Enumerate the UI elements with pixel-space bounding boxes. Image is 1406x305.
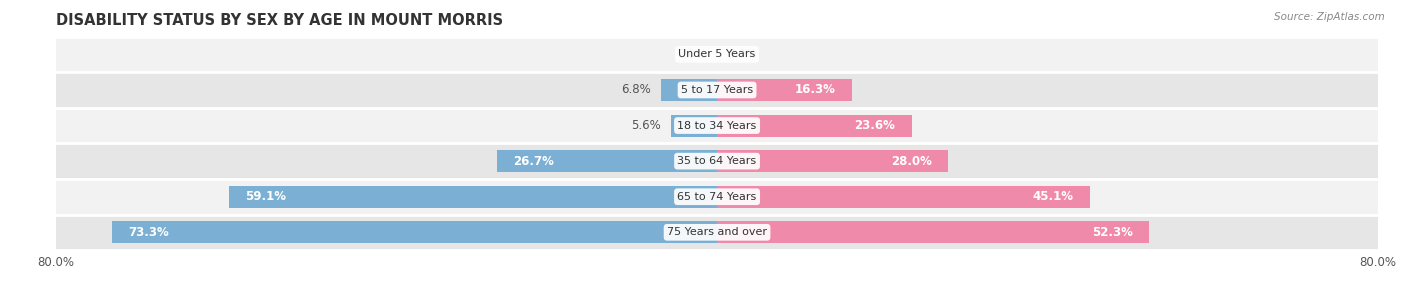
- Bar: [56, 72, 1378, 108]
- Text: Under 5 Years: Under 5 Years: [679, 49, 755, 59]
- Text: 45.1%: 45.1%: [1032, 190, 1073, 203]
- Bar: [56, 214, 1378, 250]
- Bar: [496, 150, 717, 172]
- Text: 0.0%: 0.0%: [678, 48, 707, 61]
- Text: 52.3%: 52.3%: [1091, 226, 1133, 239]
- Text: 5 to 17 Years: 5 to 17 Years: [681, 85, 754, 95]
- Bar: [56, 143, 1378, 179]
- Text: 28.0%: 28.0%: [891, 155, 932, 168]
- Bar: [717, 79, 852, 101]
- Bar: [56, 179, 1378, 214]
- Text: 26.7%: 26.7%: [513, 155, 554, 168]
- Text: 18 to 34 Years: 18 to 34 Years: [678, 120, 756, 131]
- Bar: [56, 108, 1378, 143]
- Text: 73.3%: 73.3%: [128, 226, 169, 239]
- Text: 5.6%: 5.6%: [631, 119, 661, 132]
- Text: 65 to 74 Years: 65 to 74 Years: [678, 192, 756, 202]
- Text: 35 to 64 Years: 35 to 64 Years: [678, 156, 756, 166]
- Bar: [661, 79, 717, 101]
- Text: 23.6%: 23.6%: [855, 119, 896, 132]
- Bar: [56, 37, 1378, 72]
- Bar: [717, 186, 1090, 208]
- Bar: [671, 115, 717, 137]
- Bar: [717, 150, 948, 172]
- Bar: [111, 221, 717, 243]
- Bar: [717, 115, 912, 137]
- Bar: [717, 221, 1149, 243]
- Legend: Male, Female: Male, Female: [645, 302, 789, 305]
- Text: 6.8%: 6.8%: [621, 84, 651, 96]
- Bar: [229, 186, 717, 208]
- Text: 0.0%: 0.0%: [727, 48, 756, 61]
- Text: Source: ZipAtlas.com: Source: ZipAtlas.com: [1274, 12, 1385, 22]
- Text: DISABILITY STATUS BY SEX BY AGE IN MOUNT MORRIS: DISABILITY STATUS BY SEX BY AGE IN MOUNT…: [56, 13, 503, 28]
- Text: 75 Years and over: 75 Years and over: [666, 227, 768, 237]
- Text: 16.3%: 16.3%: [794, 84, 835, 96]
- Text: 59.1%: 59.1%: [246, 190, 287, 203]
